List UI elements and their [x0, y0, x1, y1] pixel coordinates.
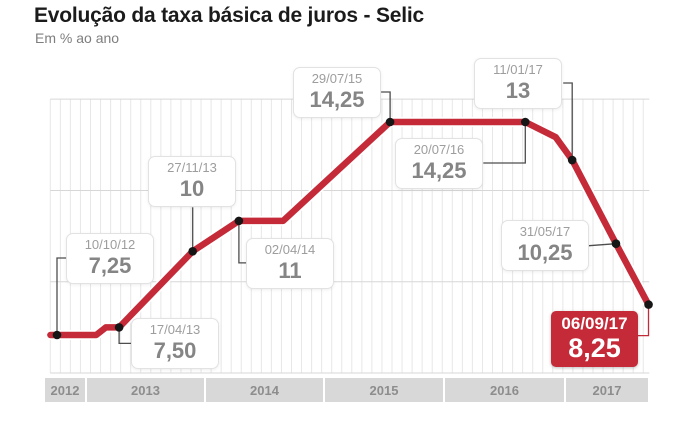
callout-date: 10/10/12 — [84, 237, 136, 252]
year-label-2016: 2016 — [445, 378, 564, 402]
callout-value: 14,25 — [411, 158, 467, 183]
data-point-dot — [520, 117, 530, 127]
callout-point-2: 17/04/13 7,50 — [131, 318, 219, 369]
year-label-2012: 2012 — [45, 378, 85, 402]
callout-connector — [483, 122, 526, 164]
data-point-dot — [611, 239, 621, 249]
data-point-dot — [114, 323, 124, 332]
callout-connector — [563, 82, 573, 160]
callout-date: 20/07/16 — [413, 142, 465, 157]
year-label-2013: 2013 — [87, 378, 204, 402]
callout-point-9-highlighted: 06/09/17 8,25 — [551, 311, 638, 367]
callout-connector — [238, 220, 249, 264]
callout-point-5: 29/07/15 14,25 — [293, 67, 381, 118]
callout-connector — [56, 257, 66, 335]
callout-value: 14,25 — [309, 87, 365, 112]
year-label-2014: 2014 — [206, 378, 323, 402]
callout-date: 02/04/14 — [264, 242, 316, 257]
callout-point-3: 27/11/13 10 — [148, 156, 236, 207]
callout-point-7: 11/01/17 13 — [474, 58, 562, 109]
callout-date: 29/07/15 — [311, 71, 363, 86]
page-subtitle: Em % ao ano — [35, 30, 120, 46]
callout-connector — [118, 327, 133, 345]
callout-point-1: 10/10/12 7,25 — [66, 233, 154, 284]
callout-value: 10,25 — [517, 240, 573, 265]
callout-value: 7,25 — [88, 253, 132, 278]
callout-connector — [381, 91, 391, 122]
data-point-dot — [567, 155, 577, 165]
page-title: Evolução da taxa básica de juros - Selic — [34, 4, 424, 27]
callout-date: 11/01/17 — [493, 62, 543, 77]
callout-date: 31/05/17 — [519, 224, 571, 239]
callout-date: 17/04/13 — [149, 322, 201, 337]
callout-date: 27/11/13 — [167, 160, 217, 175]
callout-value: 8,25 — [568, 333, 621, 363]
callout-connector — [588, 243, 617, 247]
data-point-dot — [188, 247, 197, 256]
data-point-dots — [52, 117, 653, 340]
callout-point-8: 31/05/17 10,25 — [501, 220, 589, 271]
line-series — [47, 118, 652, 339]
callout-value: 7,50 — [153, 338, 197, 363]
callout-date: 06/09/17 — [561, 314, 628, 333]
data-point-dot — [385, 117, 395, 127]
callout-connector — [637, 304, 650, 337]
data-point-dot — [52, 330, 62, 340]
year-label-2017: 2017 — [566, 378, 648, 402]
callout-value: 11 — [278, 258, 302, 283]
data-point-dot — [644, 300, 653, 309]
callout-value: 13 — [505, 78, 531, 103]
callout-point-6: 20/07/16 14,25 — [395, 138, 483, 189]
callout-connectors — [56, 82, 650, 345]
year-label-2015: 2015 — [325, 378, 443, 402]
callout-point-4: 02/04/14 11 — [246, 238, 334, 289]
selic-line — [45, 117, 654, 340]
data-point-dot — [234, 216, 244, 226]
callout-value: 10 — [179, 176, 205, 201]
